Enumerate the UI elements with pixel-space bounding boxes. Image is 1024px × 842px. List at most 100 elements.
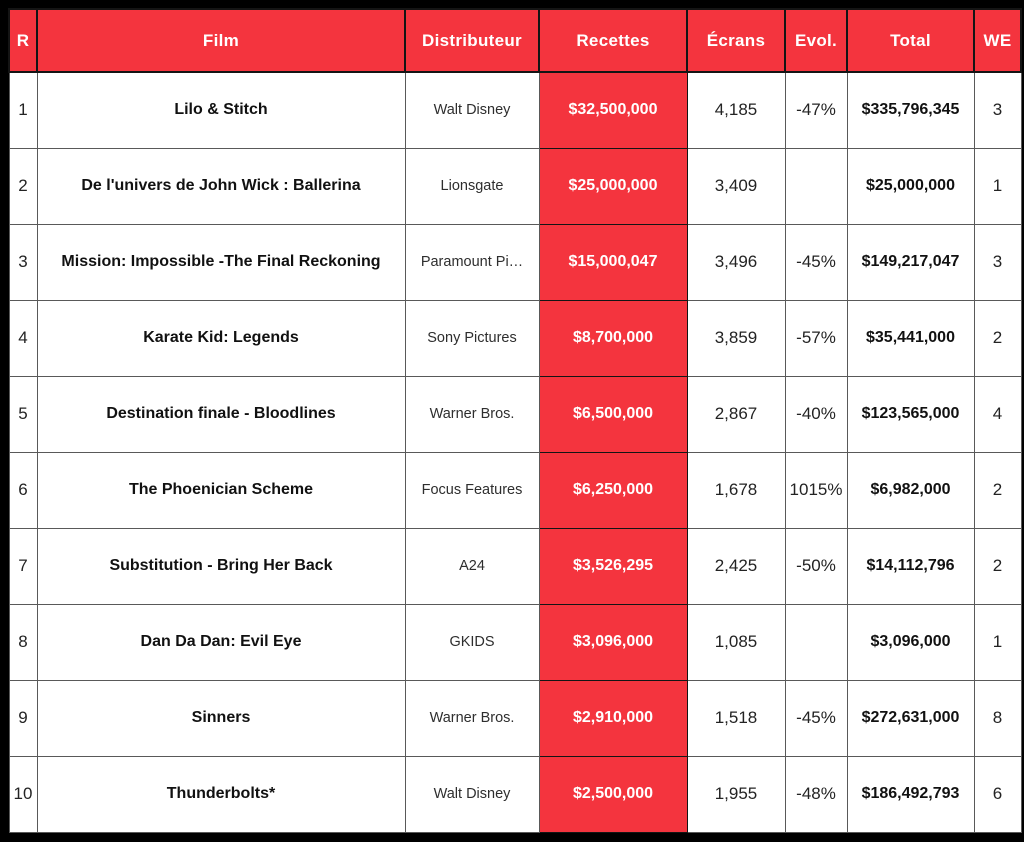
cell-weekends: 1: [973, 603, 1022, 681]
cell-distributor: Walt Disney: [404, 755, 540, 833]
cell-rank: 2: [8, 147, 38, 225]
cell-distributor: A24: [404, 527, 540, 605]
table-row: 1 Lilo & Stitch Walt Disney $32,500,000 4,18…: [8, 71, 1022, 149]
header-row: R Film Distributeur Recettes Écrans Evol…: [8, 8, 1022, 73]
cell-rank: 1: [8, 71, 38, 149]
header-total: Total: [846, 8, 975, 73]
cell-total: $149,217,047: [846, 223, 975, 301]
cell-screens: 3,859: [686, 299, 786, 377]
cell-film: Mission: Impossible -The Final Reckoning: [36, 223, 406, 301]
header-film: Film: [36, 8, 406, 73]
cell-distributor: Warner Bros.: [404, 679, 540, 757]
cell-film: Lilo & Stitch: [36, 71, 406, 149]
cell-screens: 4,185: [686, 71, 786, 149]
cell-rank: 5: [8, 375, 38, 453]
cell-weekends: 8: [973, 679, 1022, 757]
cell-receipts: $6,250,000: [538, 451, 688, 529]
cell-screens: 3,496: [686, 223, 786, 301]
cell-film: Destination finale - Bloodlines: [36, 375, 406, 453]
table-row: 4 Karate Kid: Legends Sony Pictures $8,700,…: [8, 299, 1022, 377]
cell-weekends: 6: [973, 755, 1022, 833]
cell-film: De l'univers de John Wick : Ballerina: [36, 147, 406, 225]
cell-total: $186,492,793: [846, 755, 975, 833]
cell-weekends: 1: [973, 147, 1022, 225]
header-screens: Écrans: [686, 8, 786, 73]
cell-rank: 3: [8, 223, 38, 301]
cell-distributor: Focus Features: [404, 451, 540, 529]
cell-screens: 1,955: [686, 755, 786, 833]
cell-receipts: $3,526,295: [538, 527, 688, 605]
cell-screens: 3,409: [686, 147, 786, 225]
table-row: 8 Dan Da Dan: Evil Eye GKIDS $3,096,000 1,08…: [8, 603, 1022, 681]
table-row: 3 Mission: Impossible -The Final Reckonin…: [8, 223, 1022, 301]
cell-film: Dan Da Dan: Evil Eye: [36, 603, 406, 681]
cell-distributor: Paramount Pi…: [404, 223, 540, 301]
cell-evolution: -47%: [784, 71, 848, 149]
cell-rank: 8: [8, 603, 38, 681]
cell-evolution: 1015%: [784, 451, 848, 529]
cell-distributor: Warner Bros.: [404, 375, 540, 453]
cell-screens: 1,678: [686, 451, 786, 529]
table-row: 6 The Phoenician Scheme Focus Features $6,2…: [8, 451, 1022, 529]
cell-weekends: 2: [973, 299, 1022, 377]
cell-distributor: Lionsgate: [404, 147, 540, 225]
cell-distributor: Sony Pictures: [404, 299, 540, 377]
header-weekends: WE: [973, 8, 1022, 73]
cell-total: $6,982,000: [846, 451, 975, 529]
cell-rank: 4: [8, 299, 38, 377]
cell-weekends: 3: [973, 223, 1022, 301]
cell-total: $3,096,000: [846, 603, 975, 681]
header-distributor: Distributeur: [404, 8, 540, 73]
cell-weekends: 4: [973, 375, 1022, 453]
cell-receipts: $25,000,000: [538, 147, 688, 225]
box-office-table: R Film Distributeur Recettes Écrans Evol…: [8, 8, 1022, 833]
cell-distributor: GKIDS: [404, 603, 540, 681]
cell-receipts: $6,500,000: [538, 375, 688, 453]
cell-evolution: -57%: [784, 299, 848, 377]
cell-evolution: -45%: [784, 679, 848, 757]
cell-total: $14,112,796: [846, 527, 975, 605]
cell-weekends: 3: [973, 71, 1022, 149]
cell-screens: 2,867: [686, 375, 786, 453]
cell-film: Sinners: [36, 679, 406, 757]
cell-receipts: $2,500,000: [538, 755, 688, 833]
cell-receipts: $32,500,000: [538, 71, 688, 149]
cell-screens: 1,085: [686, 603, 786, 681]
cell-film: Thunderbolts*: [36, 755, 406, 833]
cell-evolution: -48%: [784, 755, 848, 833]
cell-receipts: $8,700,000: [538, 299, 688, 377]
header-receipts: Recettes: [538, 8, 688, 73]
cell-total: $335,796,345: [846, 71, 975, 149]
cell-distributor: Walt Disney: [404, 71, 540, 149]
cell-evolution: [784, 147, 848, 225]
cell-film: The Phoenician Scheme: [36, 451, 406, 529]
table-body: 1 Lilo & Stitch Walt Disney $32,500,000 4,18…: [8, 71, 1022, 833]
cell-evolution: -45%: [784, 223, 848, 301]
cell-rank: 6: [8, 451, 38, 529]
cell-rank: 7: [8, 527, 38, 605]
cell-film: Karate Kid: Legends: [36, 299, 406, 377]
cell-rank: 10: [8, 755, 38, 833]
cell-total: $25,000,000: [846, 147, 975, 225]
header-rank: R: [8, 8, 38, 73]
cell-screens: 2,425: [686, 527, 786, 605]
cell-receipts: $2,910,000: [538, 679, 688, 757]
cell-screens: 1,518: [686, 679, 786, 757]
table-row: 10 Thunderbolts* Walt Disney $2,500,000 1,95…: [8, 755, 1022, 833]
cell-receipts: $15,000,047: [538, 223, 688, 301]
header-evolution: Evol.: [784, 8, 848, 73]
table-row: 2 De l'univers de John Wick : Ballerina Li…: [8, 147, 1022, 225]
cell-evolution: -50%: [784, 527, 848, 605]
cell-weekends: 2: [973, 451, 1022, 529]
table-row: 9 Sinners Warner Bros. $2,910,000 1,518 -45% $…: [8, 679, 1022, 757]
cell-film: Substitution - Bring Her Back: [36, 527, 406, 605]
cell-weekends: 2: [973, 527, 1022, 605]
cell-evolution: -40%: [784, 375, 848, 453]
cell-evolution: [784, 603, 848, 681]
cell-total: $272,631,000: [846, 679, 975, 757]
cell-total: $35,441,000: [846, 299, 975, 377]
cell-receipts: $3,096,000: [538, 603, 688, 681]
cell-rank: 9: [8, 679, 38, 757]
table-row: 5 Destination finale - Bloodlines Warner B…: [8, 375, 1022, 453]
